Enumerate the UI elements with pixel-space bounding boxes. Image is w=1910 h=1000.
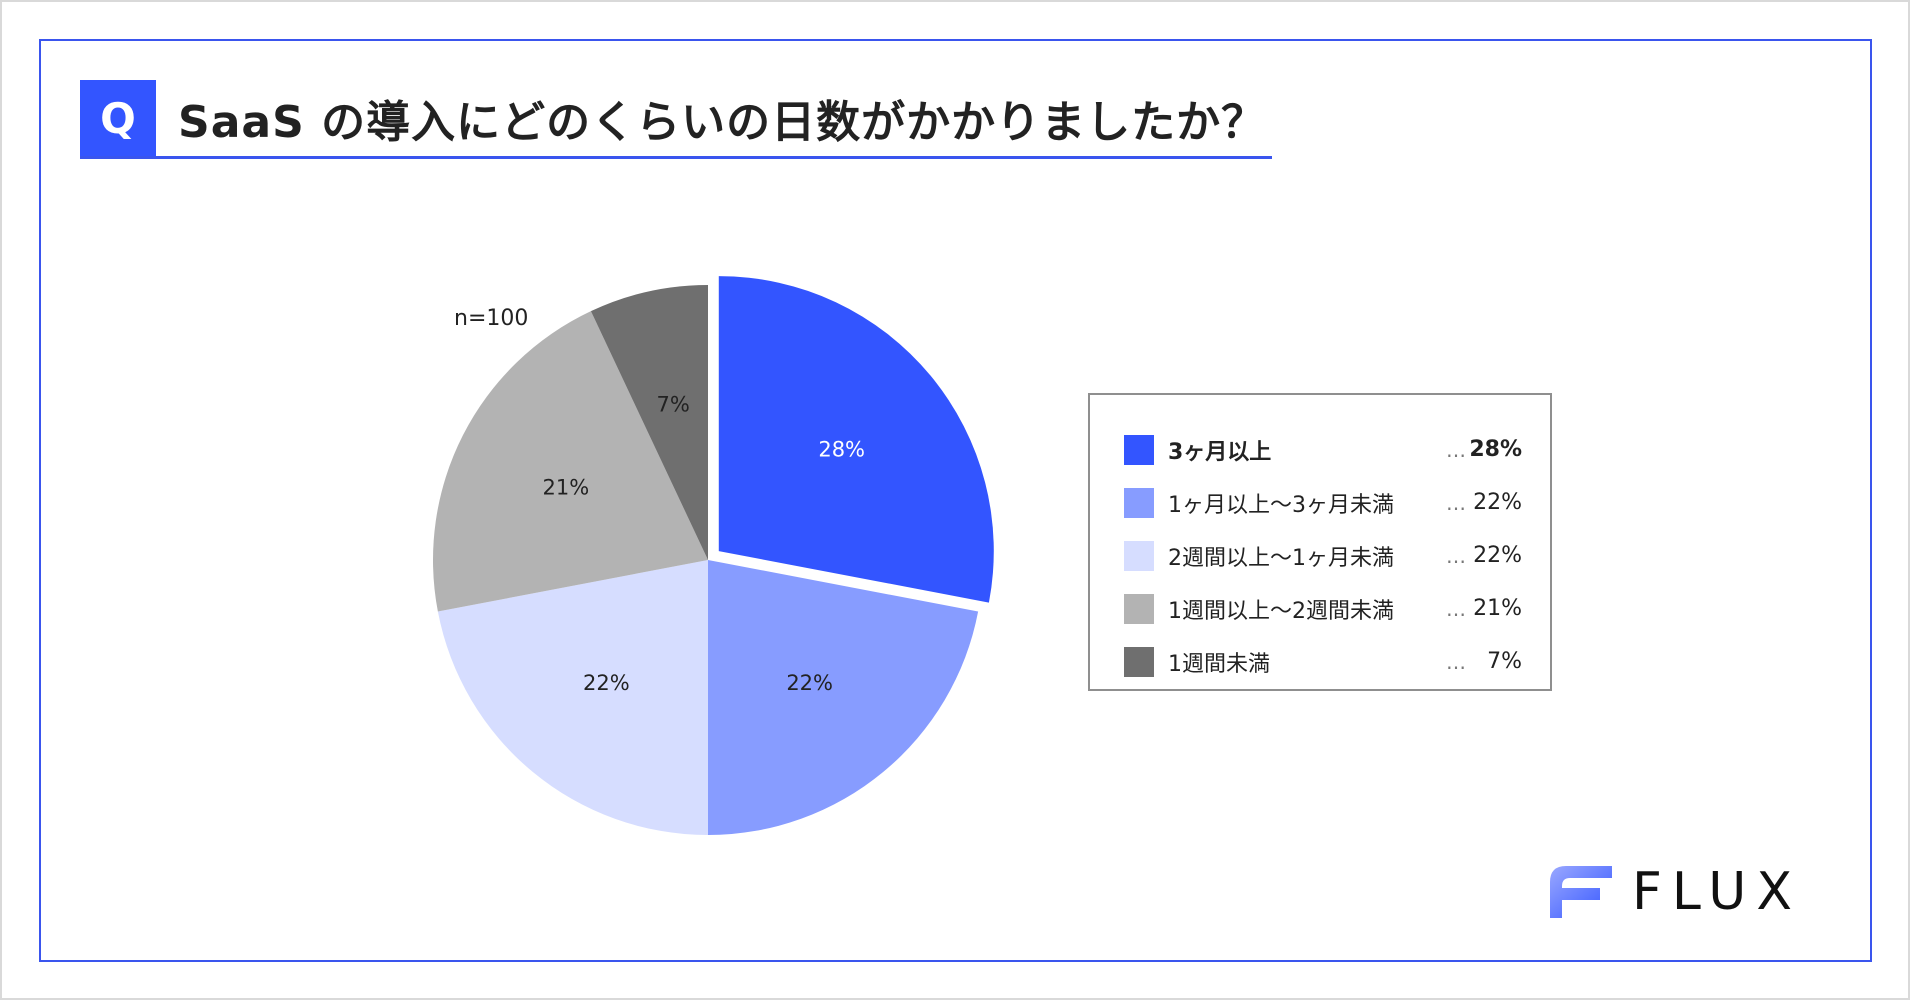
pie-slice-label-2: 22% bbox=[583, 671, 630, 695]
legend-separator: … bbox=[1446, 543, 1467, 568]
pie-slice-2 bbox=[437, 560, 708, 835]
legend-percent: 7% bbox=[1487, 649, 1522, 674]
chart-legend: 3ヶ月以上 … 28% 1ヶ月以上〜3ヶ月未満 … 22% 2週間以上〜1ヶ月未… bbox=[1088, 393, 1552, 691]
question-header: Q SaaS の導入にどのくらいの日数がかかりましたか？ bbox=[80, 80, 1273, 159]
legend-percent: 28% bbox=[1469, 437, 1522, 462]
legend-label: 1週間未満 bbox=[1168, 651, 1270, 677]
flux-logo-icon bbox=[1550, 866, 1612, 918]
legend-entry-under-1-week: 1週間未満 … 7% bbox=[1090, 635, 1550, 688]
legend-swatch bbox=[1124, 593, 1154, 624]
question-title: SaaS の導入にどのくらいの日数がかかりましたか？ bbox=[178, 97, 1267, 148]
brand-logo: FLUX bbox=[1548, 862, 1802, 922]
brand-name: FLUX bbox=[1632, 862, 1802, 922]
legend-label: 2週間以上〜1ヶ月未満 bbox=[1168, 545, 1394, 571]
legend-separator: … bbox=[1446, 649, 1467, 674]
pie-slice-label-1: 22% bbox=[786, 671, 833, 695]
legend-swatch bbox=[1124, 646, 1154, 677]
legend-separator: … bbox=[1446, 490, 1467, 515]
legend-percent: 22% bbox=[1473, 543, 1522, 568]
legend-entry-1-to-2-weeks: 1週間以上〜2週間未満 … 21% bbox=[1090, 582, 1550, 635]
pie-slice-0 bbox=[718, 276, 994, 603]
legend-separator: … bbox=[1446, 596, 1467, 621]
legend-entry-2-weeks-to-1-month: 2週間以上〜1ヶ月未満 … 22% bbox=[1090, 529, 1550, 582]
legend-swatch bbox=[1124, 434, 1154, 465]
legend-separator: … bbox=[1446, 437, 1467, 462]
pie-slice-1 bbox=[708, 560, 979, 835]
legend-label: 1週間以上〜2週間未満 bbox=[1168, 598, 1394, 624]
pie-slice-label-0: 28% bbox=[818, 437, 865, 461]
legend-label: 1ヶ月以上〜3ヶ月未満 bbox=[1168, 492, 1394, 518]
sample-size-label: n=100 bbox=[454, 306, 529, 331]
pie-slice-3 bbox=[432, 311, 708, 612]
legend-entry-3-months-plus: 3ヶ月以上 … 28% bbox=[1090, 423, 1550, 476]
legend-percent: 22% bbox=[1473, 490, 1522, 515]
legend-swatch bbox=[1124, 540, 1154, 571]
pie-slice-label-3: 21% bbox=[543, 476, 590, 500]
legend-swatch bbox=[1124, 487, 1154, 518]
legend-label: 3ヶ月以上 bbox=[1168, 439, 1272, 465]
pie-slice-label-4: 7% bbox=[657, 392, 690, 416]
question-badge: Q bbox=[80, 80, 156, 156]
pie-slice-4 bbox=[590, 285, 708, 560]
legend-percent: 21% bbox=[1473, 596, 1522, 621]
legend-entry-1-to-3-months: 1ヶ月以上〜3ヶ月未満 … 22% bbox=[1090, 476, 1550, 529]
